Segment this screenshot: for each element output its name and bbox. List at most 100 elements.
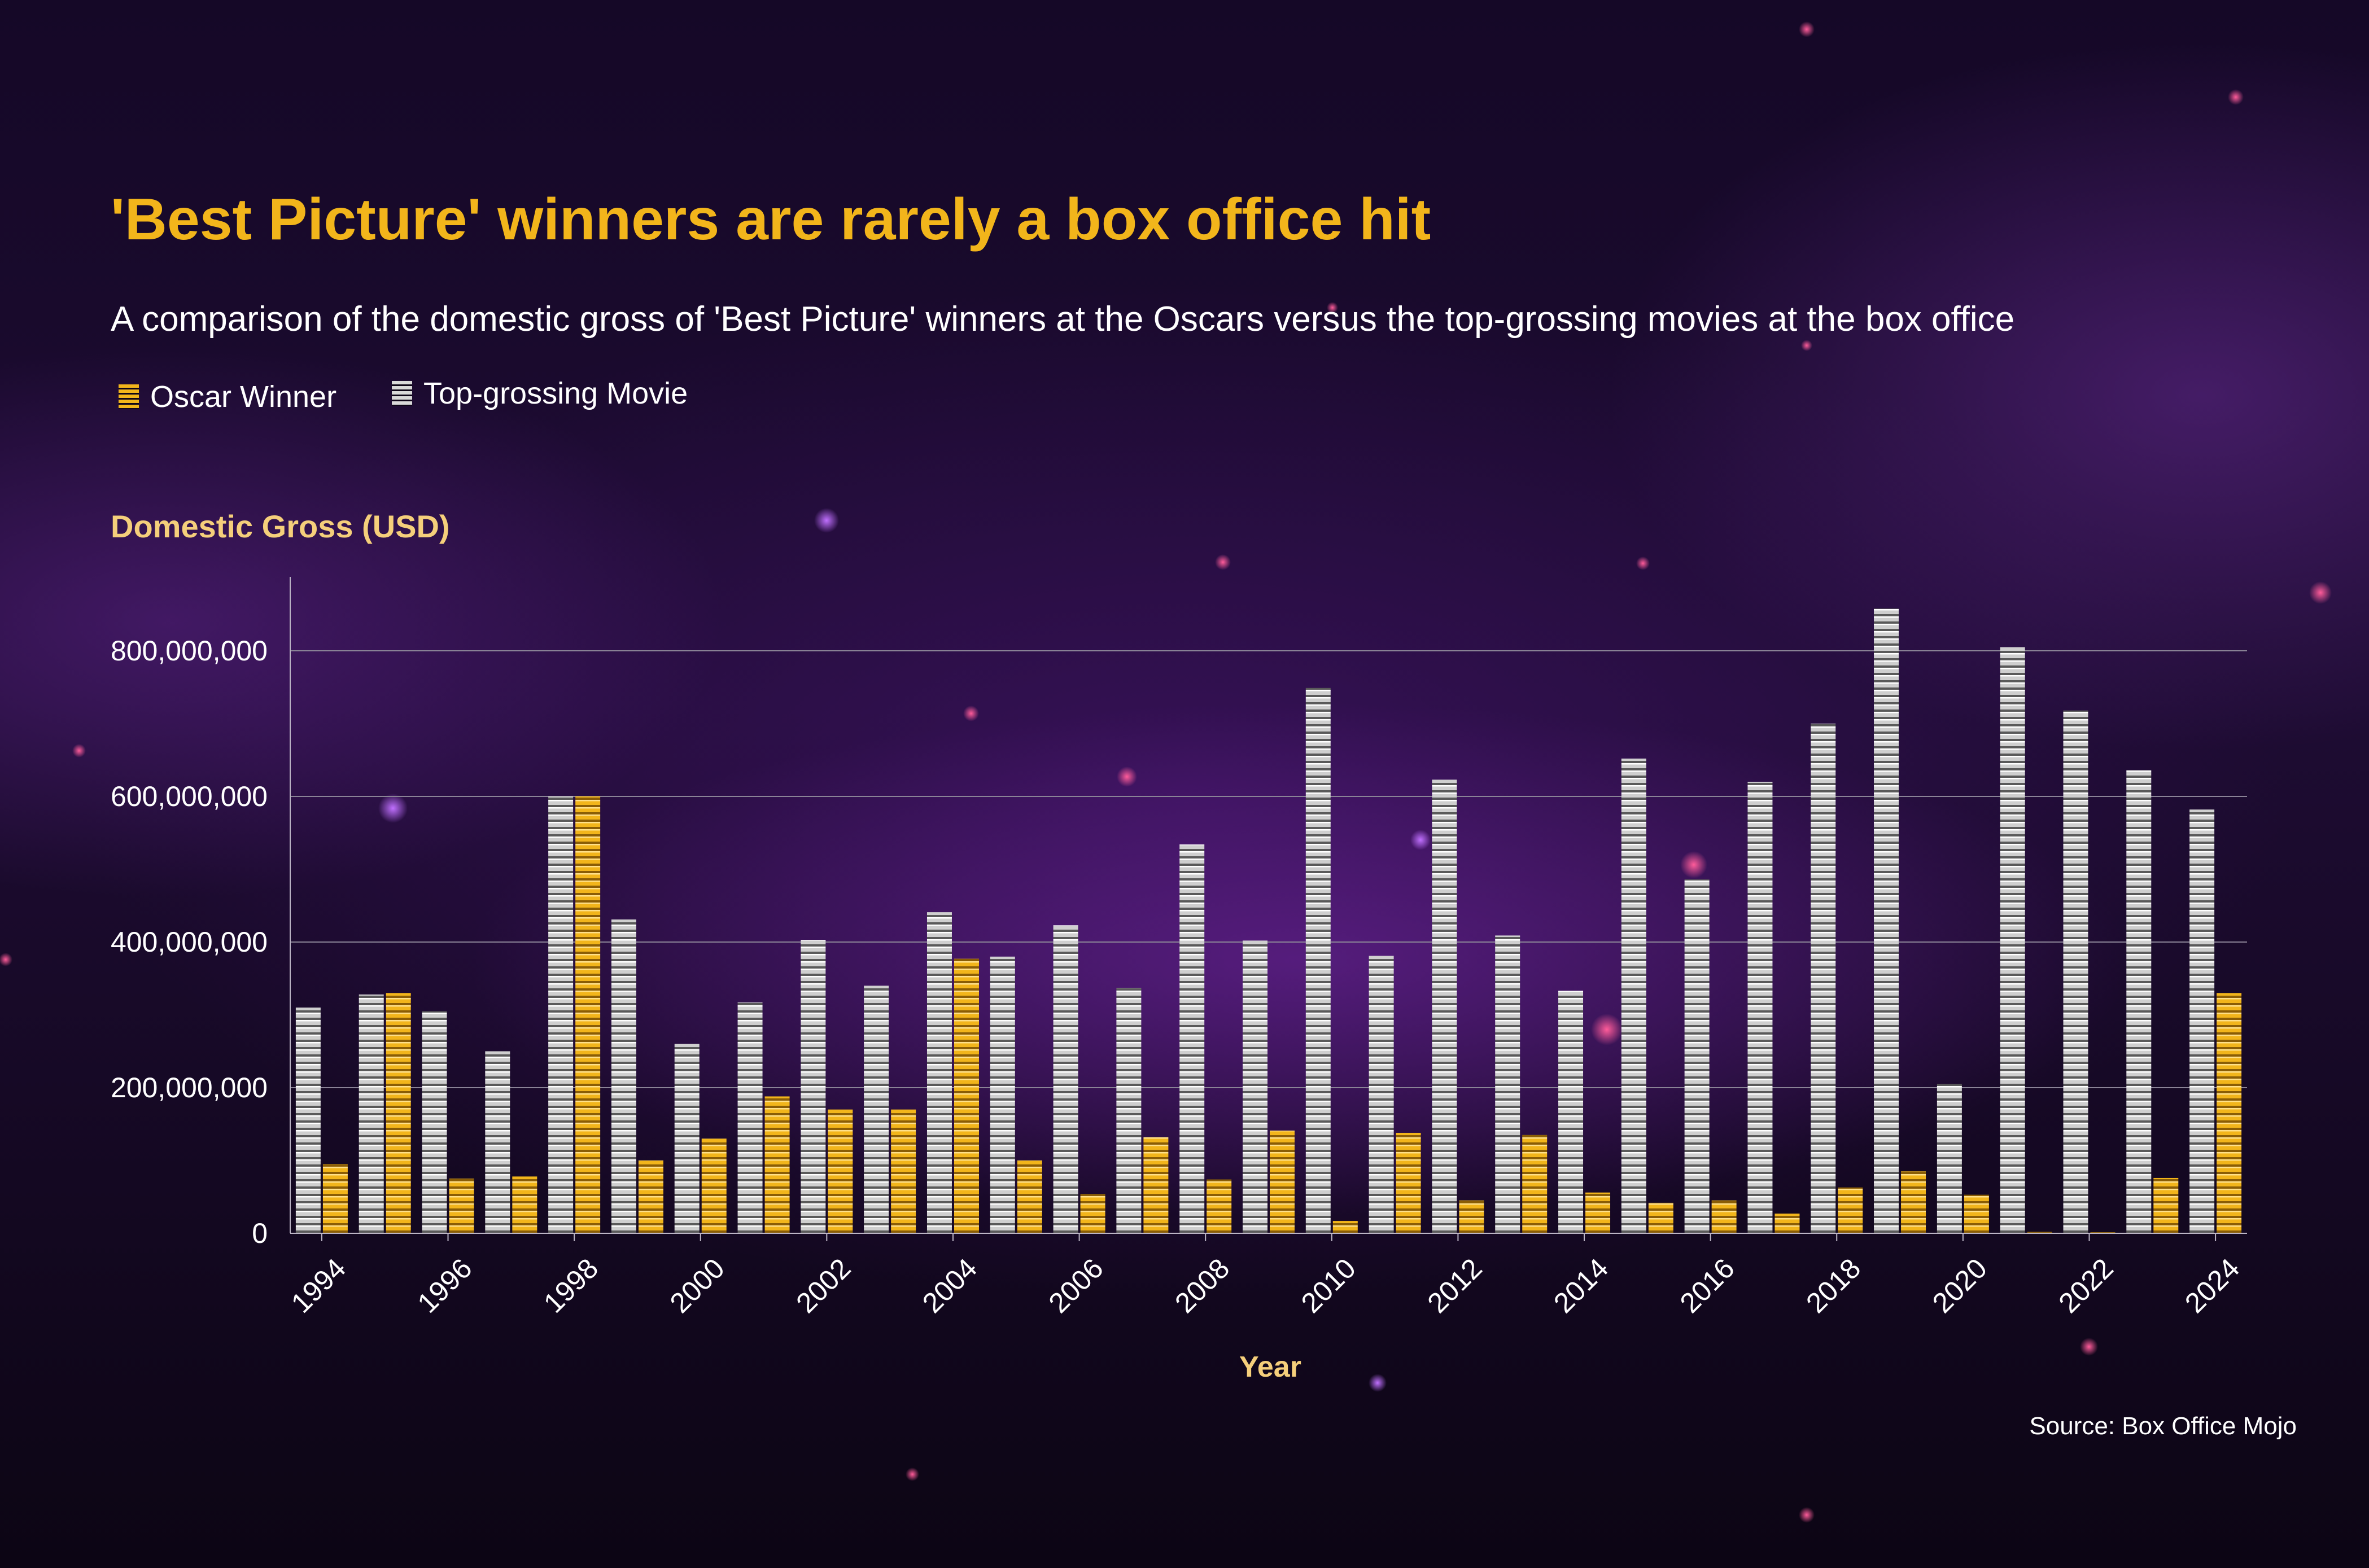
star <box>814 508 839 533</box>
star <box>1215 554 1231 570</box>
star <box>963 706 979 721</box>
bar-oscar-winner-2021 <box>2027 1232 2052 1233</box>
bar-top-grossing-2003 <box>864 986 889 1233</box>
x-tick-label: 2000 <box>664 1252 731 1319</box>
y-tick-label: 600,000,000 <box>111 781 268 812</box>
bar-oscar-winner-2009 <box>1270 1131 1295 1233</box>
bar-oscar-winner-1998 <box>575 796 601 1233</box>
bar-top-grossing-1996 <box>422 1011 447 1233</box>
star <box>72 744 86 757</box>
bar-top-grossing-2022 <box>2063 710 2088 1233</box>
bar-top-grossing-2017 <box>1747 782 1773 1233</box>
source-note: Source: Box Office Mojo <box>2029 1412 2297 1440</box>
bar-oscar-winner-2023 <box>2153 1177 2179 1233</box>
x-tick-label: 2006 <box>1043 1252 1109 1319</box>
x-tick-label: 2022 <box>2052 1252 2119 1319</box>
bar-top-grossing-2012 <box>1432 779 1457 1233</box>
star <box>378 794 408 823</box>
star <box>1369 1374 1387 1392</box>
x-tick-label: 2012 <box>1421 1252 1488 1319</box>
star <box>1799 21 1815 37</box>
bar-oscar-winner-2008 <box>1207 1179 1232 1233</box>
bar-oscar-winner-2007 <box>1143 1137 1169 1233</box>
legend-label-top-grossing: Top-grossing Movie <box>423 376 688 410</box>
x-tick-label: 2016 <box>1674 1252 1741 1319</box>
bar-oscar-winner-2013 <box>1522 1135 1548 1233</box>
star <box>1410 830 1431 850</box>
legend-label-oscar: Oscar Winner <box>150 380 337 414</box>
bar-top-grossing-2019 <box>1874 608 1899 1233</box>
x-tick-label: 2008 <box>1169 1252 1235 1319</box>
star <box>1680 851 1707 878</box>
x-tick-label: 2018 <box>1800 1252 1867 1319</box>
bar-oscar-winner-1996 <box>449 1179 474 1233</box>
star <box>1636 557 1650 570</box>
bar-top-grossing-2009 <box>1243 940 1267 1233</box>
bar-top-grossing-2001 <box>737 1002 763 1233</box>
star <box>2228 89 2244 105</box>
bar-oscar-winner-1994 <box>322 1164 348 1233</box>
bar-oscar-winner-2016 <box>1711 1200 1737 1233</box>
y-axis-title: Domestic Gross (USD) <box>111 509 450 544</box>
bar-top-grossing-2010 <box>1305 687 1331 1233</box>
bar-top-grossing-2016 <box>1684 879 1710 1233</box>
y-tick-label: 200,000,000 <box>111 1072 268 1103</box>
bar-oscar-winner-2017 <box>1774 1214 1800 1233</box>
bar-top-grossing-1994 <box>295 1008 321 1233</box>
bar-oscar-winner-1995 <box>386 993 411 1233</box>
x-tick-label: 2020 <box>1926 1252 1993 1319</box>
bar-oscar-winner-2014 <box>1585 1192 1611 1233</box>
bar-oscar-winner-2002 <box>828 1109 853 1233</box>
x-tick-label: 1998 <box>537 1252 604 1319</box>
x-tick-label: 2002 <box>790 1252 856 1319</box>
bar-oscar-winner-2011 <box>1396 1132 1421 1233</box>
bar-top-grossing-2007 <box>1116 988 1142 1233</box>
bar-oscar-winner-2012 <box>1459 1200 1484 1233</box>
star <box>1801 340 1812 351</box>
bar-oscar-winner-2000 <box>701 1138 727 1233</box>
x-tick-label: 1996 <box>411 1252 478 1319</box>
bar-top-grossing-2015 <box>1621 758 1646 1233</box>
bar-top-grossing-2006 <box>1053 925 1078 1233</box>
x-tick-label: 2024 <box>2179 1252 2245 1319</box>
star <box>1117 767 1137 787</box>
y-tick-label: 400,000,000 <box>111 926 268 958</box>
bar-top-grossing-2021 <box>2000 647 2025 1233</box>
bar-top-grossing-2020 <box>1937 1084 1962 1233</box>
bar-top-grossing-2013 <box>1495 935 1520 1233</box>
gold-coin-stack-icon <box>119 384 139 409</box>
bar-oscar-winner-2006 <box>1080 1194 1105 1233</box>
bar-oscar-winner-1997 <box>512 1176 537 1233</box>
star <box>1327 302 1338 313</box>
y-tick-label: 0 <box>252 1217 268 1249</box>
x-tick-label: 2010 <box>1295 1252 1362 1319</box>
bar-top-grossing-1998 <box>548 796 574 1233</box>
bar-oscar-winner-2019 <box>1901 1171 1926 1233</box>
bar-oscar-winner-2018 <box>1838 1187 1863 1233</box>
bar-oscar-winner-1999 <box>638 1160 663 1233</box>
bar-oscar-winner-2020 <box>1964 1194 1989 1233</box>
legend-item-top-grossing: Top-grossing Movie <box>392 376 688 411</box>
star <box>2080 1338 2098 1356</box>
legend-item-oscar: Oscar Winner <box>119 379 336 414</box>
bar-oscar-winner-2001 <box>764 1096 790 1233</box>
star <box>1799 1507 1815 1523</box>
x-tick-label: 1994 <box>285 1252 352 1319</box>
bar-top-grossing-2023 <box>2126 770 2152 1233</box>
y-tick-label: 800,000,000 <box>111 635 268 667</box>
silver-coin-stack-icon <box>392 381 412 406</box>
bar-top-grossing-2004 <box>926 912 952 1233</box>
bar-oscar-winner-2010 <box>1332 1221 1358 1233</box>
bar-oscar-winner-2015 <box>1648 1202 1673 1233</box>
chart-title: 'Best Picture' winners are rarely a box … <box>111 187 1431 252</box>
bar-oscar-winner-2004 <box>954 958 979 1233</box>
star <box>0 953 12 966</box>
star <box>1591 1014 1623 1045</box>
bar-top-grossing-1999 <box>611 919 636 1233</box>
star <box>906 1468 919 1481</box>
bar-oscar-winner-2005 <box>1017 1160 1042 1233</box>
bar-top-grossing-1995 <box>359 994 384 1233</box>
